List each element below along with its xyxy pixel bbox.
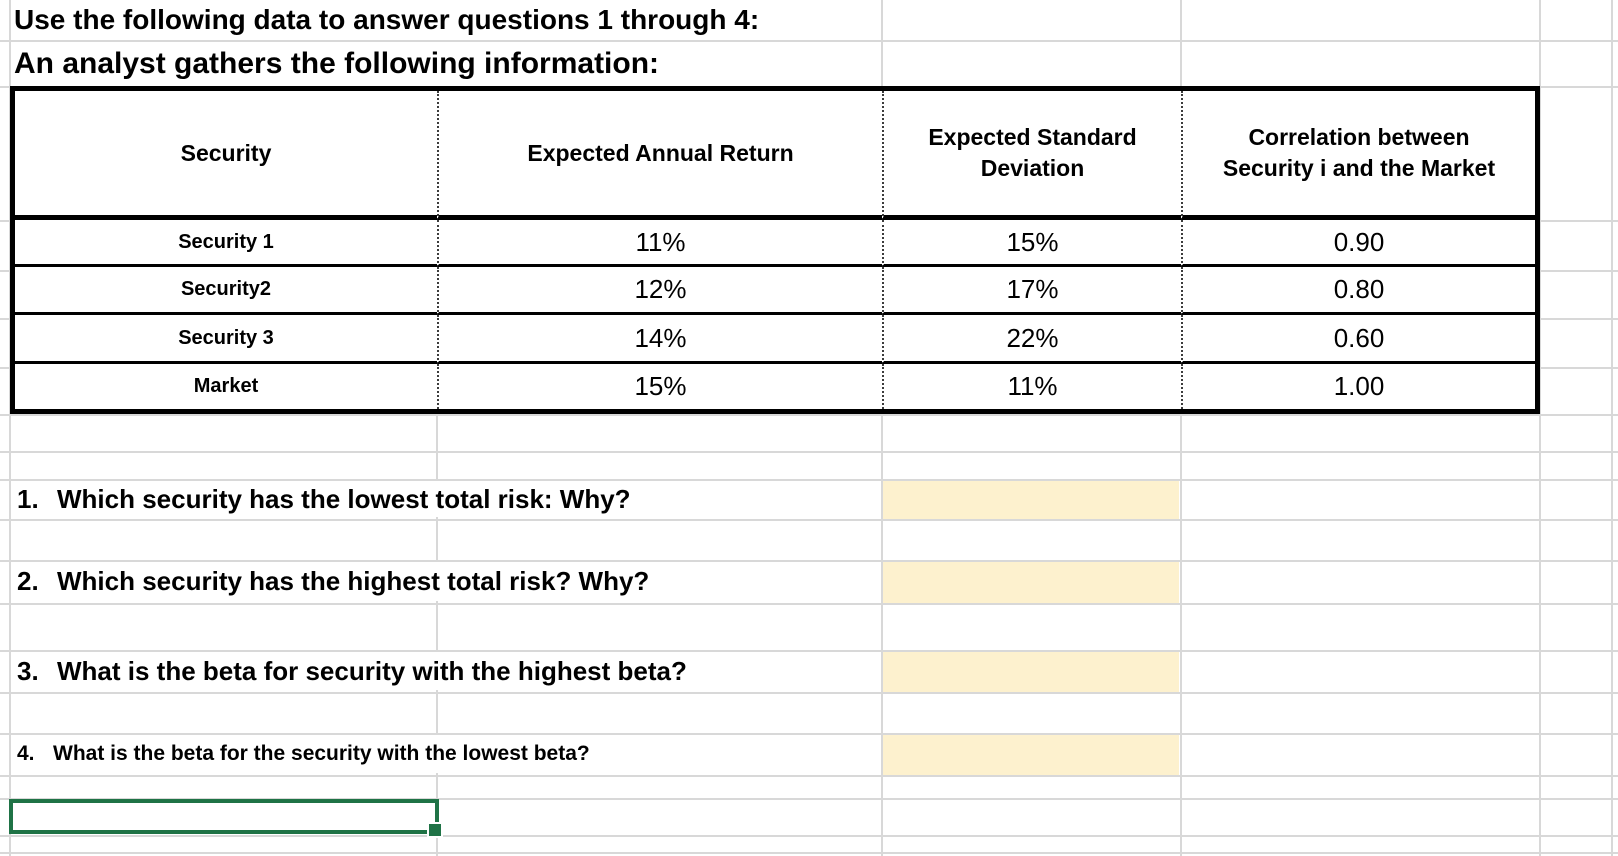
cell-security-3-correlation[interactable]: 0.60 (1181, 315, 1535, 364)
cell-text: 17% (1006, 274, 1059, 304)
cell-security-1-return[interactable]: 11% (437, 220, 882, 267)
header-label: Expected Standard (928, 124, 1137, 150)
cell-text: Security 1 (178, 230, 274, 253)
cell-security-3-return[interactable]: 14% (437, 315, 882, 364)
gridline (0, 733, 1618, 735)
intro-text-1: Use the following data to answer questio… (14, 4, 760, 35)
gridline (9, 0, 11, 856)
securities-table: Security Expected Annual Return Expected… (10, 86, 1540, 414)
cell-text: Market (193, 375, 259, 397)
answer-cell-4[interactable] (883, 735, 1179, 775)
gridline (0, 40, 1618, 42)
intro-row-1[interactable]: Use the following data to answer questio… (14, 0, 759, 40)
fill-handle[interactable] (427, 822, 443, 838)
cell-security-1-stdev[interactable]: 15% (882, 220, 1181, 267)
gridline (0, 451, 1618, 453)
cell-market-name[interactable]: Market (15, 364, 437, 409)
question-2-text: Which security has the highest total ris… (57, 566, 650, 596)
gridline (881, 0, 883, 856)
cell-text: 0.90 (1333, 226, 1385, 257)
cell-text: 11% (635, 226, 686, 257)
gridline (0, 414, 1618, 416)
question-2[interactable]: 2. Which security has the highest total … (11, 562, 881, 601)
cell-security-2-correlation[interactable]: 0.80 (1181, 267, 1535, 315)
header-correlation[interactable]: Correlation between Security i and the M… (1181, 91, 1535, 220)
gridline (436, 414, 438, 856)
gridline (0, 560, 1618, 562)
selected-cell[interactable] (9, 799, 443, 838)
cell-text: Security2 (180, 278, 272, 300)
question-3-number: 3. (17, 655, 39, 686)
intro-row-2[interactable]: An analyst gathers the following informa… (14, 42, 659, 86)
header-label: Deviation (980, 155, 1085, 181)
answer-cell-3[interactable] (883, 652, 1179, 692)
gridline (1539, 0, 1541, 856)
gridline (0, 775, 1618, 777)
cell-text: 11% (1007, 371, 1058, 401)
cell-security-2-stdev[interactable]: 17% (882, 267, 1181, 315)
question-2-number: 2. (17, 566, 39, 596)
cell-text: 15% (1006, 226, 1059, 257)
header-expected-annual-return[interactable]: Expected Annual Return (437, 91, 882, 220)
cell-security-3-name[interactable]: Security 3 (15, 315, 437, 364)
cell-text: 0.60 (1333, 322, 1385, 353)
cell-security-2-return[interactable]: 12% (437, 267, 882, 315)
question-1-number: 1. (17, 483, 39, 514)
header-label: Security (180, 139, 272, 166)
cell-security-2-name[interactable]: Security2 (15, 267, 437, 315)
header-label: Expected Annual Return (527, 139, 794, 166)
gridline (0, 798, 1618, 800)
cell-security-1-correlation[interactable]: 0.90 (1181, 220, 1535, 267)
cell-text: 14% (634, 322, 687, 353)
gridline (0, 692, 1618, 694)
gridline (1611, 0, 1613, 856)
header-label: Security i and the Market (1222, 155, 1496, 181)
question-3[interactable]: 3. What is the beta for security with th… (11, 652, 881, 690)
cell-text: 12% (634, 274, 687, 304)
intro-text-2: An analyst gathers the following informa… (14, 47, 660, 80)
cell-market-stdev[interactable]: 11% (882, 364, 1181, 409)
gridline (0, 519, 1618, 521)
gridline (0, 603, 1618, 605)
cell-security-3-stdev[interactable]: 22% (882, 315, 1181, 364)
header-expected-standard-deviation[interactable]: Expected Standard Deviation (882, 91, 1181, 220)
cell-text: 0.80 (1333, 274, 1385, 304)
question-4-text: What is the beta for the security with t… (53, 742, 590, 765)
question-1[interactable]: 1. Which security has the lowest total r… (11, 481, 881, 517)
header-security[interactable]: Security (15, 91, 437, 220)
gridline (0, 650, 1618, 652)
answer-cell-1[interactable] (883, 481, 1179, 519)
question-4-number: 4. (17, 742, 35, 765)
cell-text: 22% (1006, 322, 1059, 353)
cell-text: 1.00 (1333, 371, 1385, 401)
cell-text: 15% (634, 371, 687, 401)
header-label: Correlation between (1248, 124, 1470, 150)
cell-market-return[interactable]: 15% (437, 364, 882, 409)
question-4[interactable]: 4. What is the beta for the security wit… (11, 735, 881, 773)
gridline (0, 852, 1618, 854)
question-1-text: Which security has the lowest total risk… (57, 483, 631, 514)
cell-market-correlation[interactable]: 1.00 (1181, 364, 1535, 409)
gridline (1180, 0, 1182, 856)
gridline (0, 835, 1618, 837)
question-3-text: What is the beta for security with the h… (57, 655, 687, 686)
cell-security-1-name[interactable]: Security 1 (15, 220, 437, 267)
cell-text: Security 3 (178, 326, 274, 349)
gridline (0, 479, 1618, 481)
answer-cell-2[interactable] (883, 562, 1179, 603)
